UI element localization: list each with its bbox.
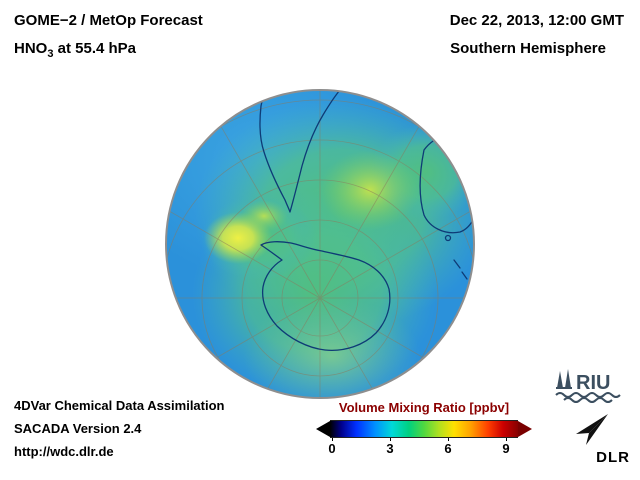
colorbar-tick-row: 0 3 6 9 [316, 438, 532, 458]
dlr-emblem-icon [576, 414, 608, 445]
colorbar-left-arrow [316, 421, 330, 437]
credit-assimilation: 4DVar Chemical Data Assimilation [14, 398, 225, 413]
parameter-suffix: at 55.4 hPa [53, 40, 137, 57]
colorbar-tickmark [390, 438, 391, 441]
wave-lines-icon [563, 397, 613, 403]
parameter-prefix: HNO [14, 40, 48, 57]
riu-logo: RIU [555, 369, 621, 403]
graticule [166, 90, 474, 398]
colorbar-tick-label: 0 [328, 441, 336, 456]
globe-rim [165, 89, 475, 399]
colorbar-tick-label: 6 [444, 441, 452, 456]
cathedral-icon [565, 369, 571, 388]
colorbar-title: Volume Mixing Ratio [ppbv] [338, 400, 510, 415]
riu-logo-text: RIU [576, 372, 610, 394]
colorbar-tickmark [332, 438, 333, 441]
colorbar-right-arrow [518, 421, 532, 437]
dlr-logo-text: DLR [596, 449, 630, 466]
coastline-new-zealand [453, 259, 468, 280]
plot-title: GOME−2 / MetOp Forecast [14, 12, 203, 29]
coastline-antarctica [260, 241, 391, 351]
parameter-subscript: 3 [47, 48, 54, 60]
cathedral-icon [557, 371, 563, 388]
coastline-tasmania [444, 234, 452, 242]
colorbar: Volume Mixing Ratio [ppbv] 0 3 6 9 [316, 400, 532, 458]
colorbar-tickmark [448, 438, 449, 441]
colorbar-gradient [330, 420, 518, 438]
credit-url: http://wdc.dlr.de [14, 444, 114, 459]
peak-mixing-ratio-patch [204, 212, 272, 264]
colorbar-tick-label: 9 [502, 441, 510, 456]
plot-datetime: Dec 22, 2013, 12:00 GMT [449, 12, 624, 29]
hemisphere-globe [165, 89, 475, 399]
colorbar-tickmark [506, 438, 507, 441]
wave-lines-icon [555, 392, 621, 398]
dlr-logo: DLR [568, 412, 630, 466]
plot-parameter: HNO3 at 55.4 hPa [14, 40, 136, 60]
coastline-south-america [259, 90, 341, 213]
colorbar-tick-label: 3 [386, 441, 394, 456]
plot-region: Southern Hemisphere [450, 40, 606, 57]
credit-version: SACADA Version 2.4 [14, 421, 142, 436]
